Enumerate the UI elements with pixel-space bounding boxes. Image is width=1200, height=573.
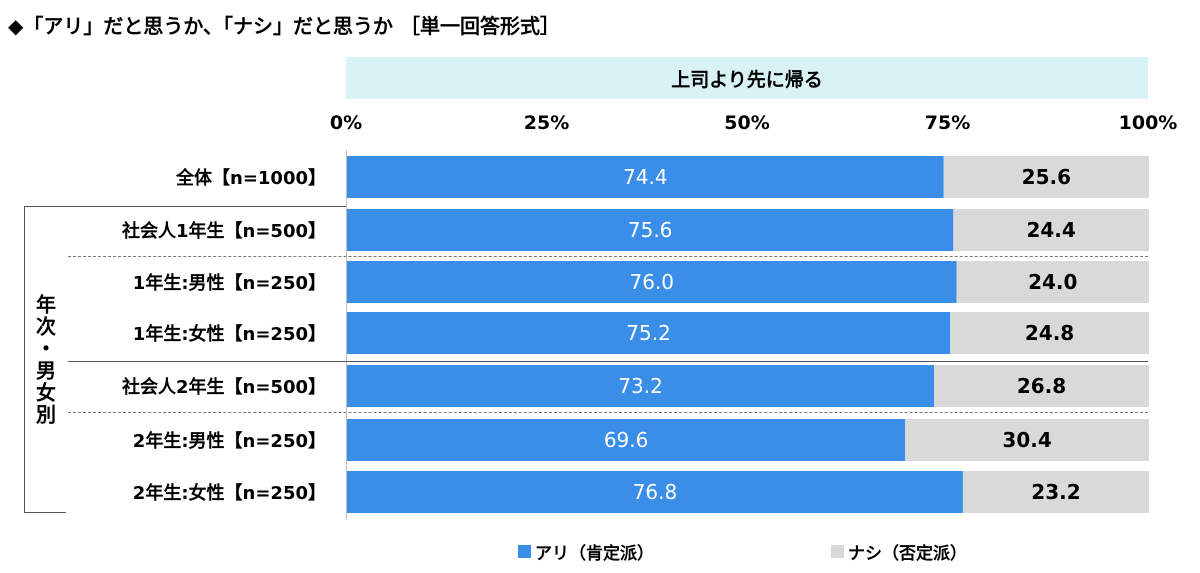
chart-title: ◆「アリ」だと思うか、「ナシ」だと思うか ［単一回答形式］: [8, 14, 560, 38]
x-tick-label: 25%: [523, 112, 570, 134]
data-label-ari: 75.2: [626, 321, 671, 345]
legend-swatch-nashi: [831, 545, 844, 558]
row-separator: [68, 412, 1148, 413]
row-label: 全体【n=1000】: [176, 168, 326, 189]
legend-label-ari: アリ（肯定派）: [535, 544, 654, 564]
data-label-ari: 74.4: [623, 165, 668, 189]
bar-nashi: [943, 156, 1149, 198]
bar-ari: [347, 471, 963, 513]
group-top-line: [24, 206, 346, 207]
chart-subtitle-text: 上司より先に帰る: [671, 68, 823, 91]
bar-ari: [347, 312, 951, 354]
data-label-nashi: 30.4: [1002, 428, 1051, 452]
data-label-ari: 73.2: [618, 374, 663, 398]
plot-area: 74.4 25.6 75.6 24.4 76.0 24.0 75.2 24.8 73.2 26.8…: [346, 150, 1149, 520]
data-label-ari: 69.6: [604, 428, 649, 452]
row-label: 社会人2年生【n=500】: [122, 377, 326, 398]
row-separator: [68, 256, 1148, 257]
x-tick-label: 75%: [924, 112, 971, 134]
bar-ari: [347, 419, 906, 461]
chart-subtitle: 上司より先に帰る: [346, 57, 1148, 99]
legend-label-nashi: ナシ（否定派）: [848, 544, 967, 564]
data-label-nashi: 26.8: [1017, 374, 1066, 398]
data-label-nashi: 25.6: [1022, 165, 1071, 189]
bar-chart-svg: 74.4 25.6 75.6 24.4 76.0 24.0 75.2 24.8 73.2 26.8…: [347, 156, 1149, 513]
bar-nashi: [953, 209, 1149, 251]
bar-nashi: [962, 471, 1149, 513]
bar-nashi: [934, 365, 1149, 407]
data-label-nashi: 24.4: [1026, 218, 1075, 242]
group-label: 年次・男女別: [32, 293, 57, 426]
legend-swatch-ari: [518, 545, 531, 558]
data-label-nashi: 24.0: [1028, 270, 1077, 294]
bar-ari: [347, 209, 954, 251]
x-tick-label: 0%: [329, 112, 363, 134]
bar-nashi: [950, 312, 1149, 354]
data-label-ari: 76.8: [633, 480, 678, 504]
data-label-ari: 76.0: [629, 270, 674, 294]
x-tick-label: 100%: [1118, 112, 1178, 134]
bar-nashi: [956, 261, 1149, 303]
row-label: 2年生:男性【n=250】: [132, 431, 326, 452]
bar-ari: [347, 156, 944, 198]
legend-item-ari: アリ（肯定派）: [518, 539, 654, 564]
row-label: 1年生:男性【n=250】: [132, 273, 326, 294]
data-label-nashi: 24.8: [1025, 321, 1074, 345]
bar-ari: [347, 365, 935, 407]
data-label-nashi: 23.2: [1031, 480, 1080, 504]
x-tick-label: 50%: [724, 112, 770, 134]
row-label: 2年生:女性【n=250】: [132, 483, 326, 504]
row-label: 社会人1年生【n=500】: [122, 221, 326, 242]
bar-nashi: [905, 419, 1149, 461]
subgroup-separator: [68, 361, 1148, 362]
legend-item-nashi: ナシ（否定派）: [831, 539, 967, 564]
data-label-ari: 75.6: [628, 218, 673, 242]
bar-ari: [347, 261, 957, 303]
row-label: 1年生:女性【n=250】: [132, 324, 326, 345]
